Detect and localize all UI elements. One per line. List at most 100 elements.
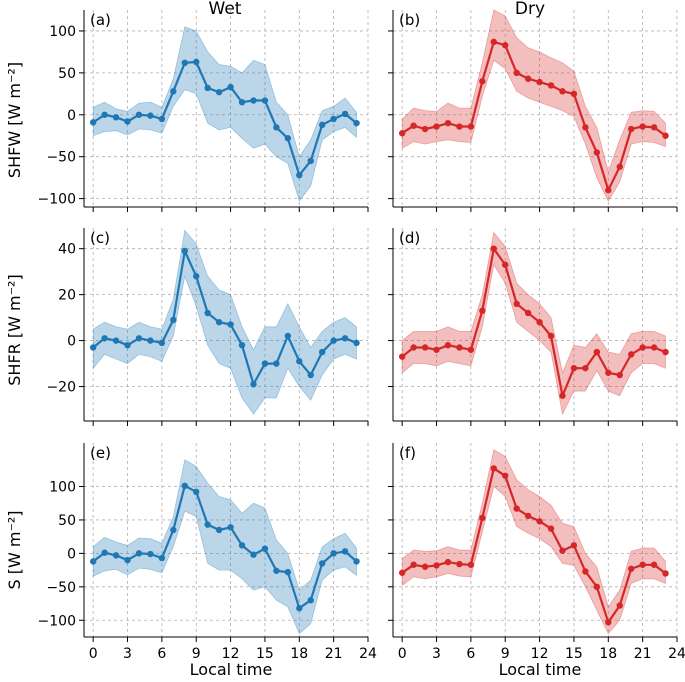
data-point-d	[479, 307, 486, 314]
data-point-a	[158, 115, 166, 123]
data-point-b	[570, 90, 578, 98]
data-point-d	[662, 348, 669, 356]
panel-c: −20 0 20 40 (c)	[46, 228, 369, 426]
x-tick-label-e: 18	[290, 646, 308, 662]
data-point-a	[273, 124, 280, 131]
y-tick-label-e: 0	[67, 546, 76, 562]
x-tick-label-e: 0	[89, 646, 98, 662]
data-point-a	[238, 99, 246, 106]
data-point-e	[170, 526, 177, 534]
data-point-a	[307, 157, 314, 165]
x-tick-label-e: 3	[123, 646, 132, 662]
data-point-b	[536, 78, 543, 86]
data-point-d	[456, 344, 463, 351]
data-point-a	[181, 59, 188, 67]
y-tick-label-e: 50	[58, 513, 76, 529]
data-point-a	[227, 83, 234, 91]
data-point-c	[261, 360, 269, 367]
data-point-a	[147, 112, 154, 119]
data-point-e	[89, 558, 97, 565]
data-point-f	[582, 568, 589, 575]
data-point-a	[170, 88, 177, 95]
data-point-b	[410, 122, 417, 129]
x-tick-label-f: 18	[599, 646, 617, 662]
range-band-b	[401, 9, 666, 202]
data-point-e	[193, 488, 200, 496]
data-point-f	[639, 561, 646, 568]
col-title-wet: Wet	[209, 0, 242, 19]
data-point-c	[353, 339, 360, 347]
data-point-d	[547, 332, 555, 340]
data-point-c	[170, 316, 177, 324]
data-point-f	[513, 505, 520, 512]
data-point-b	[593, 149, 601, 156]
data-point-c	[296, 358, 303, 365]
data-point-a	[101, 111, 108, 118]
data-point-e	[307, 597, 314, 604]
data-point-a	[250, 97, 257, 104]
data-point-b	[490, 38, 497, 46]
data-point-b	[559, 88, 566, 95]
data-point-a	[284, 135, 292, 142]
data-point-d	[639, 344, 646, 351]
panel-label-b: (b)	[399, 11, 420, 29]
data-point-c	[158, 339, 166, 347]
data-point-e	[261, 545, 269, 552]
data-point-c	[307, 371, 314, 379]
data-point-f	[559, 547, 566, 554]
y-tick-label-a: 50	[58, 66, 76, 82]
range-band-a	[92, 26, 357, 202]
xlabel-wet: Local time	[190, 660, 273, 679]
data-point-d	[467, 346, 475, 353]
x-tick-label-f: 3	[432, 646, 441, 662]
range-band-d	[401, 231, 666, 416]
data-point-a	[124, 118, 131, 125]
data-point-f	[490, 465, 497, 472]
data-point-f	[502, 472, 509, 479]
data-point-c	[101, 335, 108, 342]
ylabel-row-c: SHFR [W m⁻²]	[5, 274, 24, 385]
data-point-d	[410, 344, 417, 351]
data-point-b	[479, 78, 486, 85]
data-point-d	[650, 344, 658, 351]
x-tick-label-e: 12	[222, 646, 240, 662]
data-point-d	[616, 371, 623, 379]
data-point-d	[513, 300, 520, 308]
y-tick-label-e: −100	[38, 613, 76, 629]
range-band-f	[401, 449, 666, 635]
ylabel-row-a: SHFW [W m⁻²]	[5, 62, 24, 178]
x-tick-label-e: 9	[192, 646, 201, 662]
x-tick-label-f: 21	[634, 646, 652, 662]
data-point-b	[444, 119, 452, 127]
y-tick-label-e: 100	[49, 479, 76, 495]
data-point-b	[421, 125, 429, 133]
data-point-b	[582, 124, 589, 131]
data-point-c	[193, 273, 200, 280]
data-point-f	[627, 565, 635, 572]
data-point-d	[524, 309, 532, 317]
x-tick-label-e: 24	[359, 646, 377, 662]
panel-b: (b)	[388, 9, 678, 212]
x-tick-label-f: 0	[398, 646, 407, 662]
data-point-d	[444, 341, 452, 349]
data-point-f	[662, 570, 669, 577]
data-point-e	[147, 550, 154, 558]
x-tick-label-f: 12	[531, 646, 549, 662]
data-point-b	[616, 163, 623, 170]
data-point-c	[318, 348, 326, 356]
data-point-b	[627, 125, 635, 133]
data-point-d	[570, 364, 578, 372]
data-point-b	[662, 132, 669, 139]
data-point-f	[398, 569, 406, 576]
data-point-e	[124, 556, 131, 564]
data-point-b	[433, 123, 440, 130]
ylabel-row-e: S [W m⁻²]	[5, 510, 24, 589]
data-point-b	[547, 82, 555, 89]
data-point-e	[135, 550, 143, 557]
data-point-e	[341, 548, 349, 555]
data-point-a	[296, 171, 303, 179]
data-point-e	[273, 567, 280, 574]
data-point-c	[284, 332, 292, 340]
data-point-f	[410, 561, 417, 568]
